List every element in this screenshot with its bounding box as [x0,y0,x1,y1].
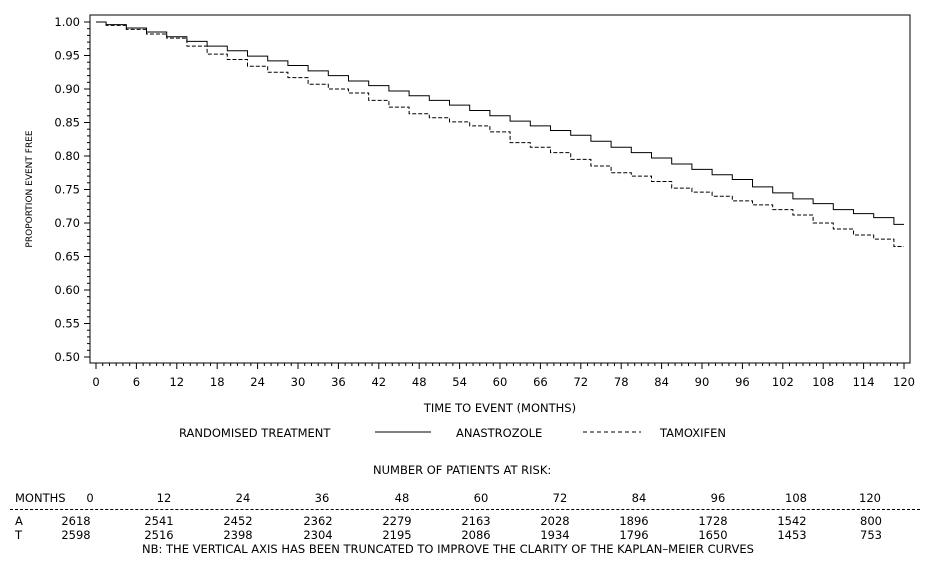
risk-cell-a: 2163 [461,514,491,528]
plot-frame [89,14,911,364]
risk-cell-t: 1453 [777,528,807,542]
legend-tamoxifen-label: TAMOXIFEN [659,426,726,440]
month-header: 72 [552,491,568,505]
x-tick-label: 36 [331,375,346,389]
risk-cell-t: 1934 [540,528,570,542]
series-layer [96,21,904,247]
x-tick-label: 120 [893,375,915,389]
x-tick-label: 0 [92,375,99,389]
y-tick-label: 0.50 [54,350,80,364]
risk-cell-t: 2516 [144,528,174,542]
y-axis-label: PROPORTION EVENT FREE [25,130,35,247]
risk-cell-a: 2279 [382,514,412,528]
risk-cell-t: 753 [860,528,882,542]
y-tick-label: 1.00 [54,15,80,29]
y-tick-label: 0.70 [54,216,80,230]
kaplan-meier-chart: 0.50 0.55 0.60 0.65 0.70 0.75 0.80 0.85 0.90 0.95… [25,14,915,440]
legend-anastrozole-label: ANASTROZOLE [456,426,542,440]
x-tick-label: 6 [133,375,140,389]
risk-cell-t: 1796 [619,528,649,542]
month-header: 24 [235,491,251,505]
x-tick-label: 42 [371,375,386,389]
legend-title: RANDOMISED TREATMENT [179,426,331,440]
risk-cell-a: 800 [860,514,882,528]
y-tick-label: 0.85 [54,116,80,130]
risk-cell-a: 2541 [144,514,174,528]
footnote: NB: THE VERTICAL AXIS HAS BEEN TRUNCATED… [142,542,754,556]
risk-cell-t: 2195 [382,528,412,542]
x-tick-label: 114 [853,375,875,389]
y-tick-label: 0.55 [54,317,80,331]
month-header: 12 [156,491,172,505]
y-tick-label: 0.90 [54,82,80,96]
risk-cell-a: 2028 [540,514,570,528]
x-tick-label: 48 [412,375,427,389]
x-tick-label: 72 [573,375,588,389]
x-tick-label: 24 [250,375,265,389]
x-tick-label: 18 [210,375,225,389]
x-tick-label: 96 [735,375,750,389]
risk-cell-a: 1728 [698,514,728,528]
tamoxifen-curve [96,21,904,247]
y-tick-label: 0.60 [54,283,80,297]
month-header: 0 [86,491,94,505]
risk-cell-t: 2598 [61,528,91,542]
month-header: 120 [859,491,881,505]
x-tick-label: 30 [291,375,306,389]
x-tick-label: 54 [452,375,467,389]
anastrozole-curve [96,21,904,225]
months-header-label: MONTHS [15,491,66,505]
risk-row-label-t: T [15,528,23,542]
y-tick-label: 0.80 [54,149,80,163]
month-header: 36 [314,491,330,505]
x-tick-label: 12 [169,375,184,389]
risk-cell-a: 1542 [777,514,807,528]
month-header: 48 [394,491,410,505]
x-axis-label: TIME TO EVENT (MONTHS) [423,401,576,415]
risk-cell-t: 2398 [223,528,253,542]
month-header: 108 [785,491,807,505]
month-header: 60 [473,491,489,505]
risk-cell-t: 2304 [303,528,333,542]
month-header: 96 [710,491,726,505]
y-tick-label: 0.75 [54,183,80,197]
risk-table-divider [10,509,920,510]
risk-cell-a: 2452 [223,514,253,528]
risk-cell-a: 2362 [303,514,333,528]
axis-ticks-layer: 0.50 0.55 0.60 0.65 0.70 0.75 0.80 0.85 0.90 0.95… [54,15,915,389]
risk-row-label-a: A [15,514,23,528]
x-tick-label: 66 [533,375,548,389]
month-header: 84 [631,491,647,505]
risk-table-title: NUMBER OF PATIENTS AT RISK: [373,463,552,477]
y-tick-label: 0.95 [54,49,80,63]
x-tick-label: 78 [614,375,629,389]
risk-cell-a: 2618 [61,514,91,528]
x-tick-label: 84 [654,375,669,389]
x-tick-label: 108 [812,375,834,389]
x-tick-label: 102 [772,375,794,389]
risk-cell-t: 2086 [461,528,491,542]
risk-cell-t: 1650 [698,528,728,542]
x-tick-label: 60 [493,375,508,389]
risk-cell-a: 1896 [619,514,649,528]
x-tick-label: 90 [695,375,710,389]
y-tick-label: 0.65 [54,250,80,264]
